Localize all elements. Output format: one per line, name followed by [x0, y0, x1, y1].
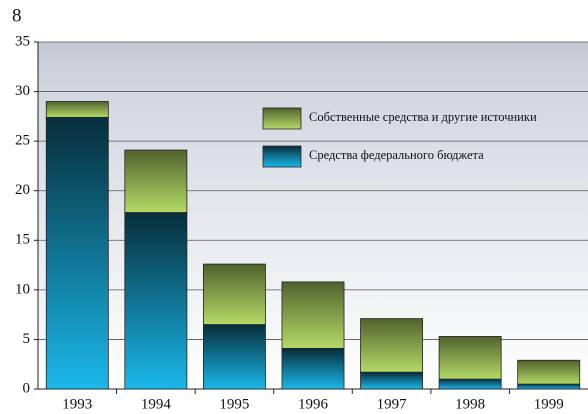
- x-tick-label: 1998: [455, 396, 485, 412]
- legend-label: Собственные средства и другие источники: [309, 110, 537, 124]
- legend-label: Средства федерального бюджета: [309, 148, 484, 162]
- y-tick-label: 35: [15, 33, 30, 49]
- y-tick-label: 15: [15, 232, 30, 248]
- x-tick-label: 1997: [377, 396, 408, 412]
- bar-segment: [45, 116, 109, 390]
- chart-title: 8: [12, 5, 22, 26]
- bar-segment: [517, 383, 581, 390]
- y-tick-label: 30: [15, 83, 30, 99]
- bar-segment: [517, 359, 581, 385]
- bar-segment: [438, 378, 502, 390]
- bar-segment: [360, 371, 424, 390]
- y-tick-label: 10: [15, 281, 30, 297]
- legend-swatch: [262, 145, 302, 168]
- bar-segment: [360, 318, 424, 373]
- y-tick-label: 5: [23, 331, 31, 347]
- bar-segment: [438, 336, 502, 380]
- y-tick-label: 0: [23, 380, 31, 396]
- bar-segment: [202, 324, 266, 390]
- x-tick-label: 1999: [534, 396, 564, 412]
- y-tick-label: 20: [15, 182, 30, 198]
- bar-segment: [124, 149, 188, 213]
- legend-swatch: [262, 107, 302, 130]
- x-tick-label: 1994: [141, 396, 172, 412]
- bar-segment: [124, 212, 188, 390]
- x-tick-label: 1995: [219, 396, 249, 412]
- bar-segment: [281, 347, 345, 390]
- bar-segment: [45, 101, 109, 118]
- x-tick-label: 1996: [298, 396, 329, 412]
- bar-segment: [281, 281, 345, 349]
- y-tick-label: 25: [15, 133, 30, 149]
- x-tick-label: 1993: [62, 396, 92, 412]
- bar-segment: [202, 263, 266, 325]
